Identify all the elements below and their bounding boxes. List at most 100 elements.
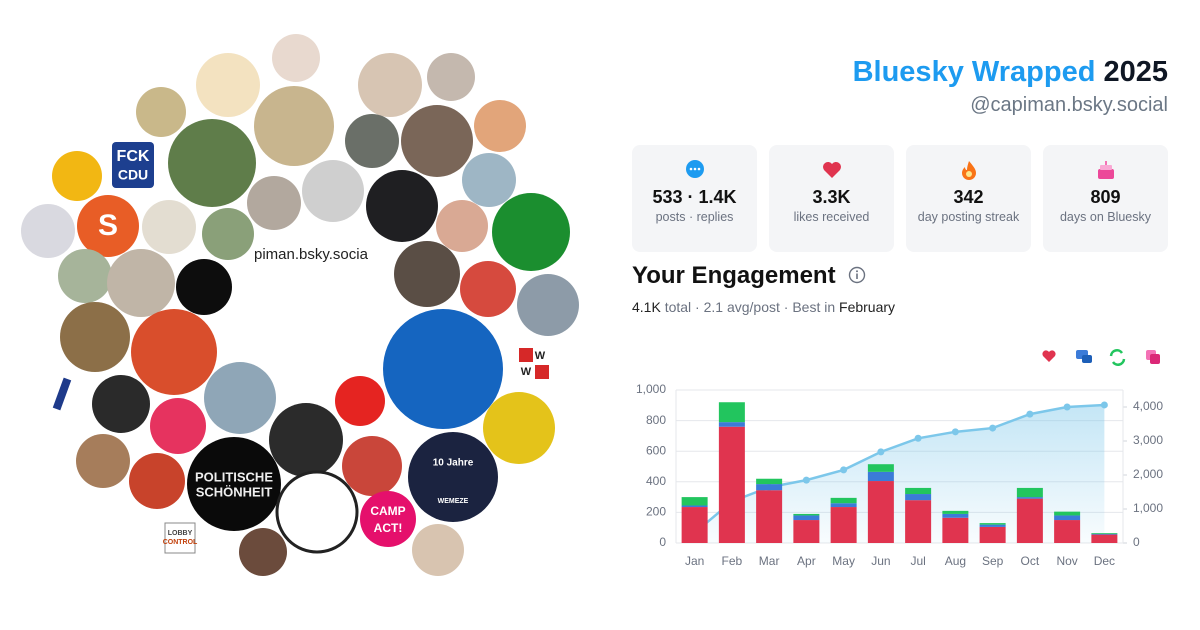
avatar — [302, 160, 364, 222]
bar-segment — [979, 523, 1006, 525]
avatar — [150, 398, 206, 454]
stat-value: 342 — [953, 187, 984, 207]
avatar — [342, 436, 402, 496]
avatar — [60, 302, 130, 372]
avatar — [92, 375, 150, 433]
y2-tick-label: 4,000 — [1133, 399, 1163, 413]
bar-segment — [942, 517, 969, 543]
line-point — [877, 448, 885, 456]
avatar-text: ACT! — [374, 521, 403, 535]
collage-handle: piman.bsky.socia — [254, 246, 369, 263]
x-tick-label: Dec — [1094, 554, 1115, 568]
y-tick-label: 1,000 — [636, 382, 666, 396]
avatar — [269, 403, 343, 477]
y2-tick-label: 2,000 — [1133, 467, 1163, 481]
legend-replies-icon — [1082, 355, 1092, 363]
bar-segment — [681, 497, 708, 506]
bar-segment — [867, 481, 894, 543]
legend-reposts-icon — [1109, 349, 1126, 366]
section-title-text: Your Engagement — [632, 262, 836, 289]
avatar — [401, 105, 473, 177]
x-tick-label: Mar — [759, 554, 780, 568]
avatar — [131, 309, 217, 395]
avatar — [107, 249, 175, 317]
avatar — [412, 524, 464, 576]
avatar — [366, 170, 438, 242]
bar-segment — [979, 524, 1006, 527]
avatar-text: LOBBY — [168, 530, 193, 537]
line-point — [802, 476, 810, 484]
legend — [1042, 349, 1160, 366]
y-tick-label: 600 — [646, 443, 666, 457]
legend-likes-icon — [1042, 350, 1056, 362]
bar-segment — [1091, 534, 1118, 543]
avatar-text: 10 Jahre — [433, 458, 474, 469]
avatar — [176, 259, 232, 315]
bar-segment — [942, 510, 969, 514]
info-icon[interactable] — [848, 266, 866, 284]
stat-label: posts · replies — [655, 210, 734, 224]
avatar — [21, 204, 75, 258]
avatar — [436, 200, 488, 252]
avatar — [254, 86, 334, 166]
avatar — [77, 195, 139, 257]
avatar — [408, 432, 498, 522]
avatar — [168, 119, 256, 207]
engagement-chart: 0 200 400 600 800 1,000 0 1,000 2,000 3,000 4,000 J… — [636, 382, 1163, 568]
stat-icon — [686, 160, 704, 178]
bar-segment — [1016, 498, 1043, 543]
bar-segment — [1054, 520, 1081, 543]
line-point — [1063, 403, 1071, 411]
stat-value: 3.3K — [812, 187, 851, 207]
bar-segment — [1054, 511, 1081, 516]
avatar — [142, 200, 196, 254]
avatar — [462, 153, 516, 207]
avatar-badge — [164, 522, 196, 554]
avatar-text: WEMEZE — [438, 498, 469, 505]
y-tick-label: 200 — [646, 505, 666, 519]
line-point — [1100, 401, 1108, 409]
bar-segment — [718, 402, 745, 423]
title-brand: Bluesky Wrapped — [852, 56, 1096, 88]
avatar — [239, 528, 287, 576]
bar-segment — [793, 515, 820, 521]
stat-icon — [1098, 161, 1114, 179]
avatar — [187, 437, 281, 531]
avatar-text: S — [98, 209, 118, 242]
x-tick-label: Sep — [982, 554, 1004, 568]
bar-segment — [718, 422, 745, 427]
x-tick-label: Jan — [685, 554, 704, 568]
avatar — [427, 53, 475, 101]
avatar — [196, 53, 260, 117]
avatar-text: CDU — [118, 167, 148, 183]
line-point — [1026, 410, 1034, 418]
bar-segment — [830, 507, 857, 543]
stat-icon — [823, 162, 841, 178]
avatar — [517, 274, 579, 336]
y2-tick-label: 0 — [1133, 535, 1140, 549]
avatar — [460, 261, 516, 317]
bar-segment — [905, 487, 932, 495]
bar-segment — [1016, 487, 1043, 498]
avatar — [204, 362, 276, 434]
bar-segment — [681, 505, 708, 508]
bar-segment — [942, 513, 969, 518]
avatar — [76, 434, 130, 488]
x-tick-label: Feb — [722, 554, 743, 568]
bar-segment — [1054, 515, 1081, 521]
stat-label: likes received — [793, 210, 870, 224]
stat-label: day posting streak — [917, 210, 1020, 224]
handle: @capiman.bsky.social — [970, 94, 1168, 116]
avatar-text: SCHÖNHEIT — [196, 484, 273, 499]
avatar-badge — [519, 348, 533, 362]
bar-segment — [905, 494, 932, 501]
avatar — [358, 53, 422, 117]
bar-segment — [756, 478, 783, 485]
line-point — [951, 428, 959, 436]
avatar-badge — [112, 142, 154, 188]
line-point — [840, 466, 848, 474]
avatar-text: CAMP — [370, 504, 405, 518]
